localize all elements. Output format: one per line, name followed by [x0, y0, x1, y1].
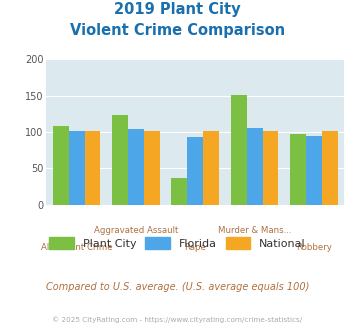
Bar — [306, 136, 322, 205]
Bar — [231, 95, 247, 205]
Bar — [322, 131, 338, 205]
Bar — [247, 128, 263, 205]
Text: Rape: Rape — [184, 243, 206, 251]
Bar — [69, 131, 84, 205]
Legend: Plant City, Florida, National: Plant City, Florida, National — [45, 233, 310, 253]
Bar — [203, 131, 219, 205]
Text: All Violent Crime: All Violent Crime — [41, 243, 113, 251]
Bar — [112, 115, 128, 205]
Bar — [263, 131, 278, 205]
Text: © 2025 CityRating.com - https://www.cityrating.com/crime-statistics/: © 2025 CityRating.com - https://www.city… — [53, 317, 302, 323]
Bar — [84, 131, 100, 205]
Bar — [290, 134, 306, 205]
Bar — [53, 126, 69, 205]
Text: Robbery: Robbery — [296, 243, 332, 251]
Text: Compared to U.S. average. (U.S. average equals 100): Compared to U.S. average. (U.S. average … — [46, 282, 309, 292]
Bar — [187, 137, 203, 205]
Text: Aggravated Assault: Aggravated Assault — [94, 226, 178, 235]
Text: 2019 Plant City: 2019 Plant City — [114, 2, 241, 16]
Bar — [171, 178, 187, 205]
Text: Violent Crime Comparison: Violent Crime Comparison — [70, 23, 285, 38]
Bar — [144, 131, 160, 205]
Text: Murder & Mans...: Murder & Mans... — [218, 226, 291, 235]
Bar — [128, 129, 144, 205]
